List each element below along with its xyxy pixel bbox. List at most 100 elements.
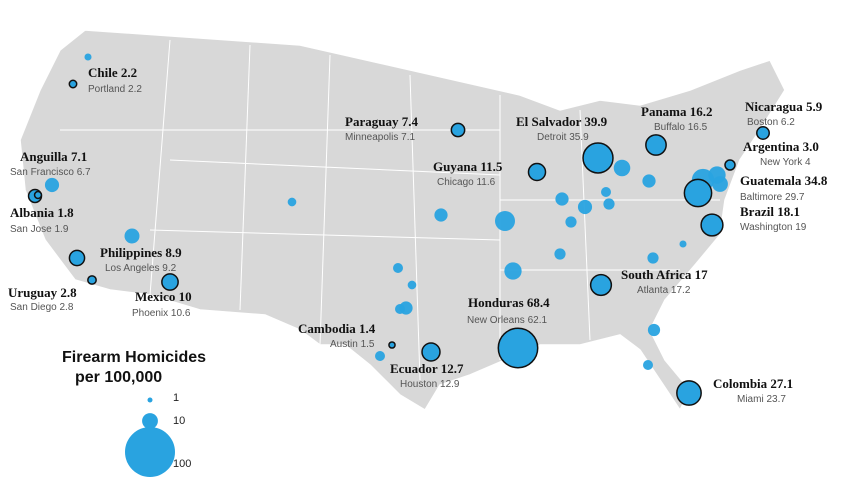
city-name: Austin — [330, 339, 358, 350]
city-bubble — [68, 249, 86, 267]
country-name: Philippines — [100, 245, 162, 260]
country-name: Mexico — [135, 289, 175, 304]
country-label: Colombia 27.1 — [713, 376, 793, 391]
city-rate: 23.7 — [766, 394, 786, 405]
city-bubble — [700, 213, 724, 237]
country-label: El Salvador 39.9 — [516, 114, 608, 129]
country-name: Argentina — [743, 139, 800, 154]
city-label: San Diego 2.8 — [10, 302, 74, 313]
city-label: Washington 19 — [740, 222, 807, 233]
country-rate: 68.4 — [527, 295, 550, 310]
city-name: Portland — [88, 84, 125, 95]
country-rate: 10 — [179, 289, 192, 304]
country-name: Honduras — [468, 295, 524, 310]
city-label: Miami 23.7 — [737, 394, 786, 405]
city-label: Atlanta 17.2 — [637, 285, 691, 296]
city-rate: 9.2 — [162, 263, 176, 274]
city-bubble — [495, 211, 515, 231]
city-bubble — [124, 228, 140, 244]
city-label: San Francisco 6.7 — [10, 167, 91, 178]
country-rate: 34.8 — [805, 173, 828, 188]
country-name: Guatemala — [740, 173, 802, 188]
country-name: Brazil — [740, 204, 774, 219]
country-label: Guyana 11.5 — [433, 159, 503, 174]
city-name: Miami — [737, 394, 764, 405]
country-rate: 18.1 — [777, 204, 800, 219]
city-name: Chicago — [437, 177, 474, 188]
country-name: South Africa — [621, 267, 692, 282]
country-name: Panama — [641, 104, 687, 119]
city-name: Phoenix — [132, 308, 168, 319]
city-name: Atlanta — [637, 285, 669, 296]
city-label: Detroit 35.9 — [537, 132, 589, 143]
city-bubble — [582, 142, 614, 174]
country-label: Argentina 3.0 — [743, 139, 819, 154]
country-name: Albania — [10, 205, 55, 220]
city-label: Houston 12.9 — [400, 379, 460, 390]
city-bubble — [683, 178, 713, 208]
city-bubble — [393, 263, 403, 273]
city-bubble — [375, 351, 385, 361]
city-bubble — [555, 192, 569, 206]
country-rate: 11.5 — [480, 159, 503, 174]
city-bubble — [613, 159, 631, 177]
city-rate: 62.1 — [528, 315, 548, 326]
city-bubble — [589, 273, 613, 297]
city-rate: 7.1 — [401, 132, 415, 143]
country-name: Uruguay — [8, 285, 58, 300]
country-rate: 1.4 — [359, 321, 376, 336]
country-rate: 3.0 — [803, 139, 819, 154]
city-bubble — [577, 199, 593, 215]
city-name: Buffalo — [654, 122, 685, 133]
city-rate: 35.9 — [569, 132, 589, 143]
city-name: Detroit — [537, 132, 567, 143]
city-label: New York 4 — [760, 157, 811, 168]
country-name: Paraguay — [345, 114, 399, 129]
city-bubble — [603, 198, 615, 210]
country-rate: 2.2 — [121, 65, 137, 80]
country-label: Philippines 8.9 — [100, 245, 182, 260]
city-rate: 4 — [805, 157, 811, 168]
city-bubble — [708, 166, 726, 184]
city-label: Baltimore 29.7 — [740, 192, 805, 203]
city-bubble — [287, 197, 297, 207]
country-label: Nicaragua 5.9 — [745, 99, 823, 114]
city-bubble — [643, 360, 653, 370]
city-bubble — [33, 190, 43, 200]
country-rate: 7.4 — [402, 114, 419, 129]
country-label: Chile 2.2 — [88, 65, 137, 80]
legend-label: 100 — [173, 458, 191, 470]
country-name: Ecuador — [390, 361, 438, 376]
legend-label: 1 — [173, 392, 179, 404]
city-bubble — [647, 323, 661, 337]
country-name: Cambodia — [298, 321, 356, 336]
country-label: Brazil 18.1 — [740, 204, 800, 219]
city-bubble — [44, 177, 60, 193]
city-bubble — [756, 126, 770, 140]
city-label: Minneapolis 7.1 — [345, 132, 415, 143]
city-name: Boston — [747, 117, 778, 128]
city-bubble — [504, 262, 522, 280]
country-label: Paraguay 7.4 — [345, 114, 418, 129]
city-rate: 12.9 — [440, 379, 460, 390]
country-rate: 39.9 — [584, 114, 607, 129]
city-rate: 11.6 — [476, 177, 495, 188]
city-name: San Diego — [10, 302, 57, 313]
country-label: South Africa 17 — [621, 267, 708, 282]
us-outline — [19, 29, 786, 412]
city-bubble — [395, 304, 405, 314]
city-bubble — [84, 53, 92, 61]
legend-bubble — [147, 397, 153, 403]
country-name: El Salvador — [516, 114, 582, 129]
country-name: Guyana — [433, 159, 478, 174]
city-rate: 29.7 — [785, 192, 805, 203]
city-label: New Orleans 62.1 — [467, 315, 547, 326]
country-name: Chile — [88, 65, 118, 80]
country-label: Ecuador 12.7 — [390, 361, 464, 376]
country-label: Guatemala 34.8 — [740, 173, 828, 188]
city-rate: 6.2 — [781, 117, 795, 128]
city-bubble — [645, 134, 667, 156]
city-bubble — [407, 280, 417, 290]
city-name: Houston — [400, 379, 437, 390]
